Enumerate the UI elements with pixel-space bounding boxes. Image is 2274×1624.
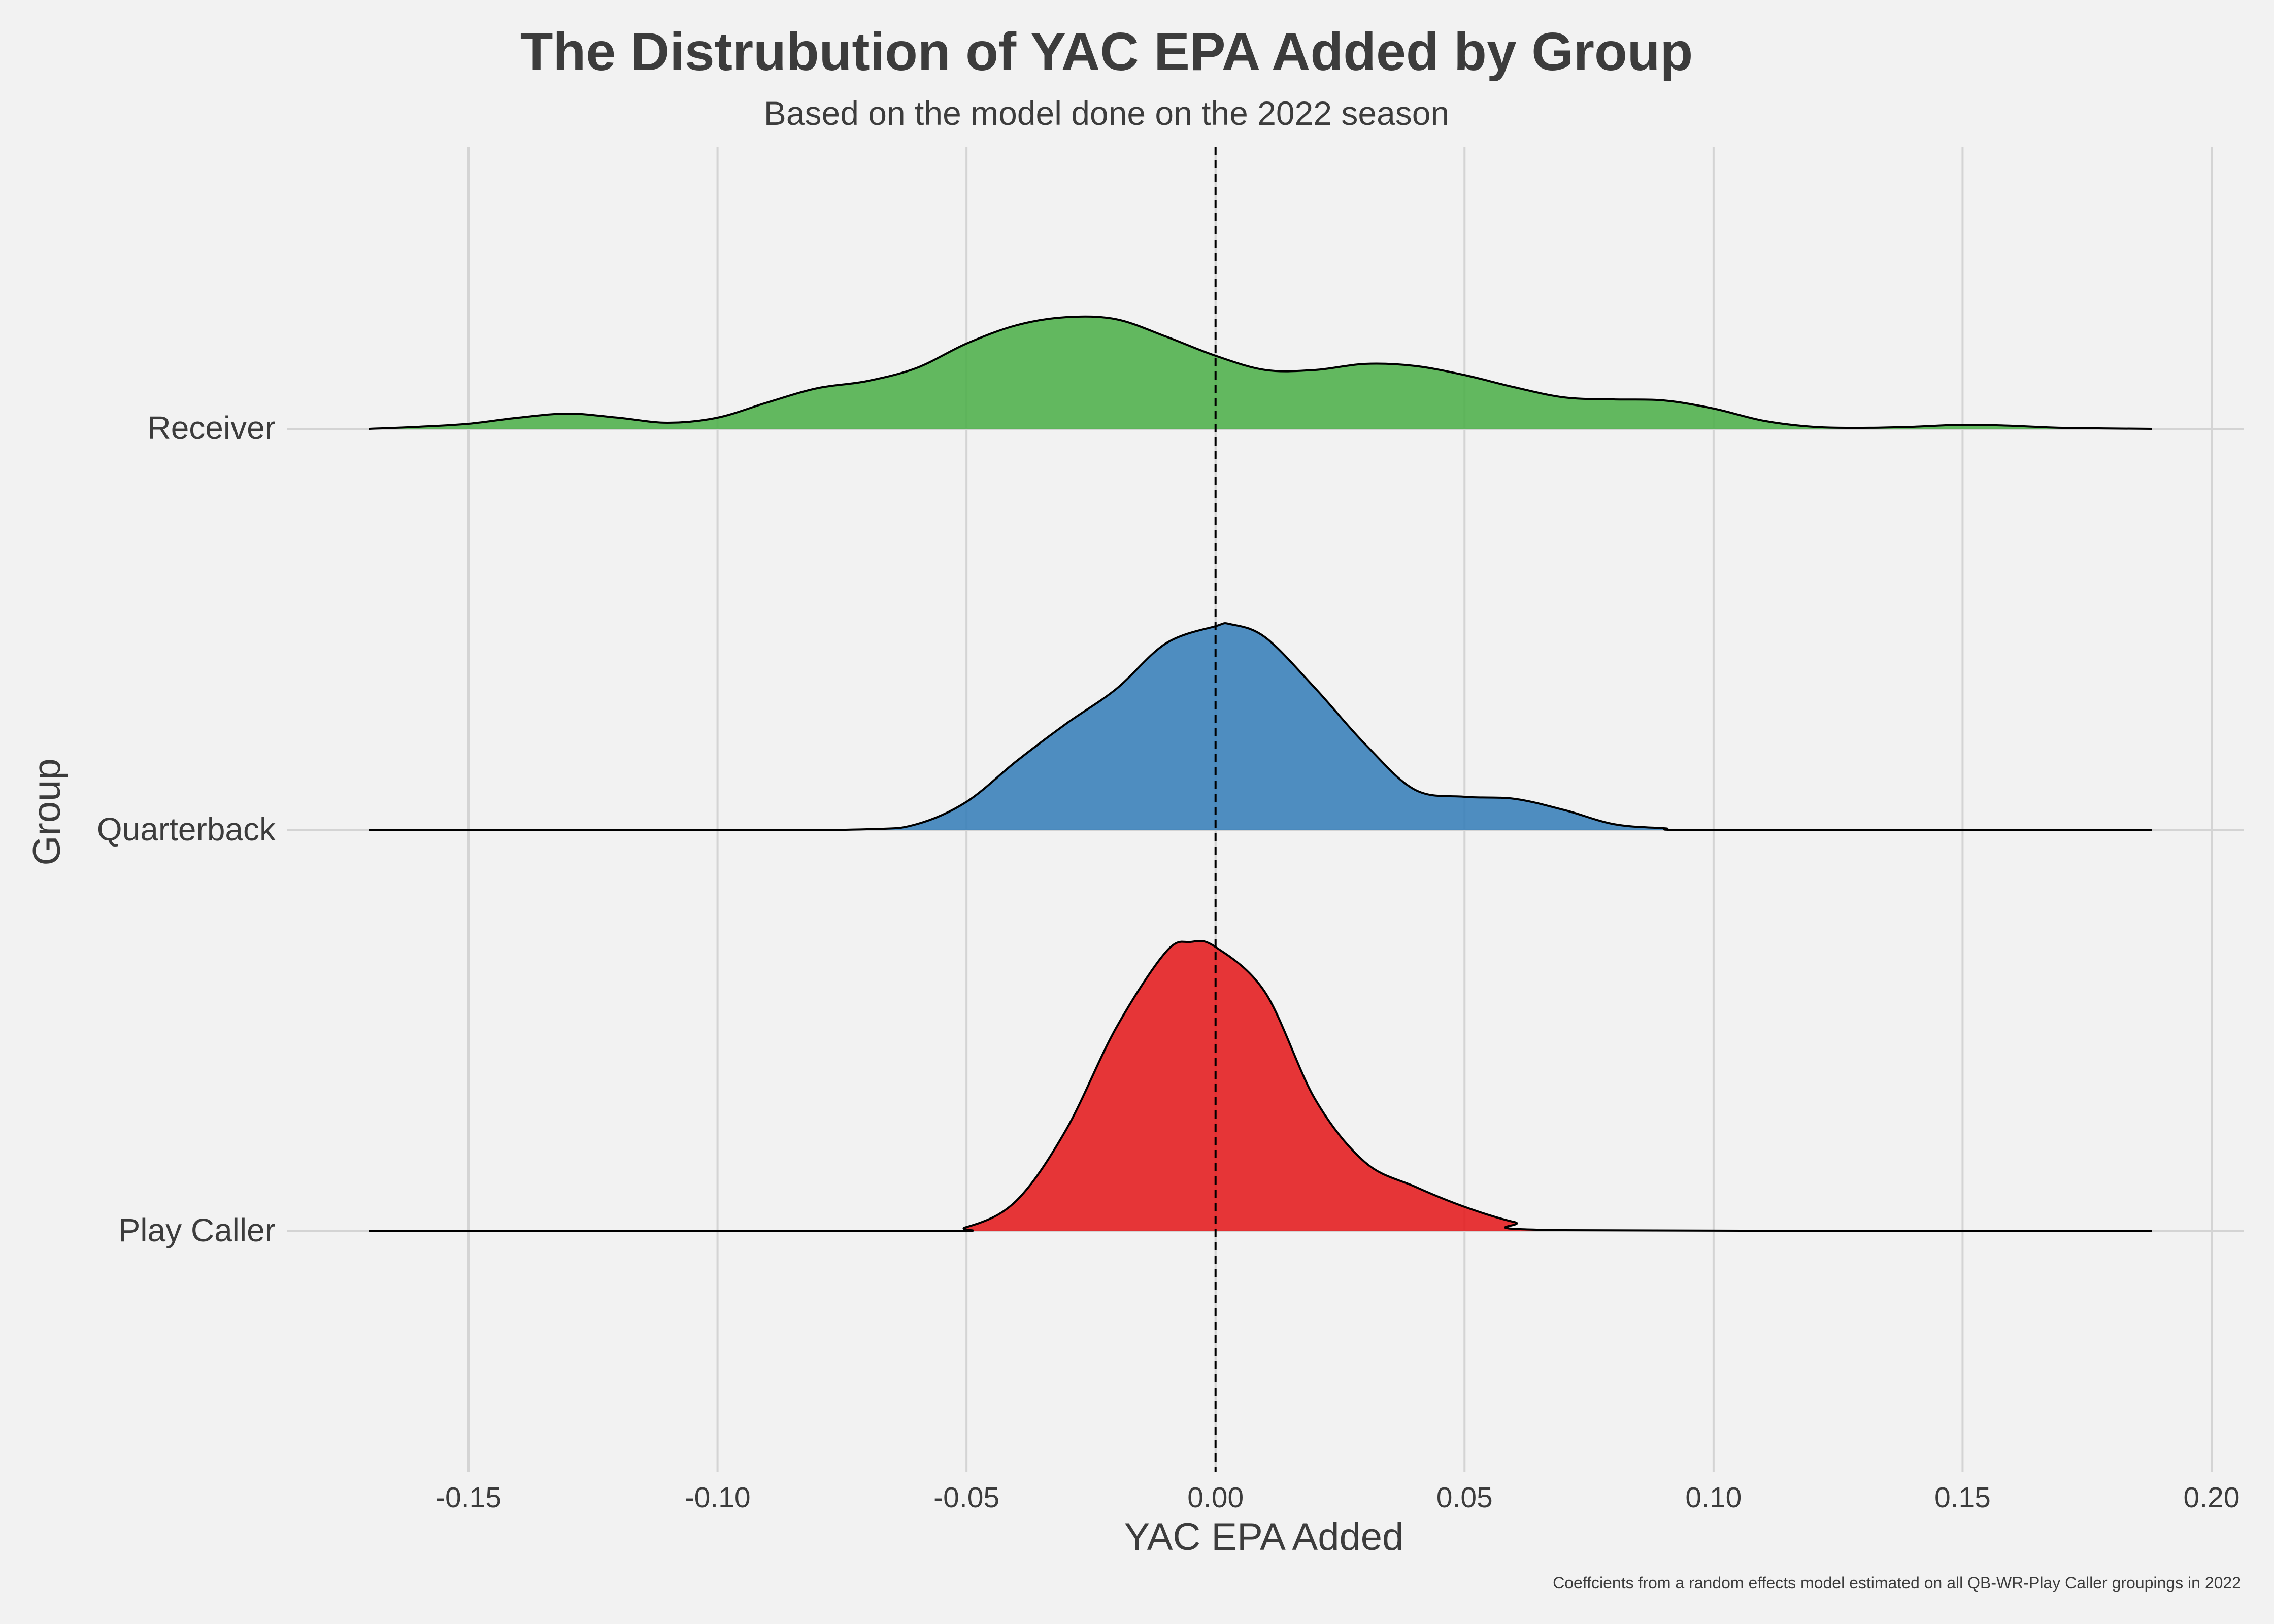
y-axis-group-labels: Receiver Quarterback Play Caller bbox=[97, 410, 276, 1248]
x-tick-label: -0.10 bbox=[685, 1481, 751, 1514]
y-group-label-play-caller: Play Caller bbox=[119, 1212, 276, 1248]
ridge-fill-quarterback bbox=[369, 623, 2152, 830]
x-tick-label: 0.20 bbox=[2184, 1481, 2240, 1514]
chart-title: The Distrubution of YAC EPA Added by Gro… bbox=[520, 22, 1693, 82]
ridge-outline-quarterback bbox=[369, 622, 2152, 832]
chart-caption: Coeffcients from a random effects model … bbox=[1553, 1574, 2241, 1592]
ridge-fill-play-caller bbox=[369, 940, 2152, 1231]
x-tick-label: 0.00 bbox=[1187, 1481, 1244, 1514]
x-tick-label: -0.15 bbox=[436, 1481, 501, 1514]
x-tick-label: 0.05 bbox=[1436, 1481, 1493, 1514]
ridge-outline-receiver bbox=[369, 315, 2152, 430]
ridge-outline-play-caller bbox=[369, 940, 2152, 1233]
y-group-label-receiver: Receiver bbox=[147, 410, 276, 446]
y-group-label-quarterback: Quarterback bbox=[97, 811, 276, 848]
x-tick-label: 0.10 bbox=[1685, 1481, 1742, 1514]
y-axis-label: Group bbox=[25, 758, 69, 865]
x-axis-ticks: -0.15 -0.10 -0.05 0.00 0.05 0.10 0.15 0.20 bbox=[436, 1481, 2239, 1514]
ridge-fill-receiver bbox=[369, 316, 2152, 429]
ridges bbox=[369, 315, 2152, 1233]
chart-subtitle: Based on the model done on the 2022 seas… bbox=[764, 94, 1449, 132]
x-tick-label: -0.05 bbox=[933, 1481, 999, 1514]
x-tick-label: 0.15 bbox=[1934, 1481, 1991, 1514]
x-axis-label: YAC EPA Added bbox=[1124, 1515, 1404, 1559]
